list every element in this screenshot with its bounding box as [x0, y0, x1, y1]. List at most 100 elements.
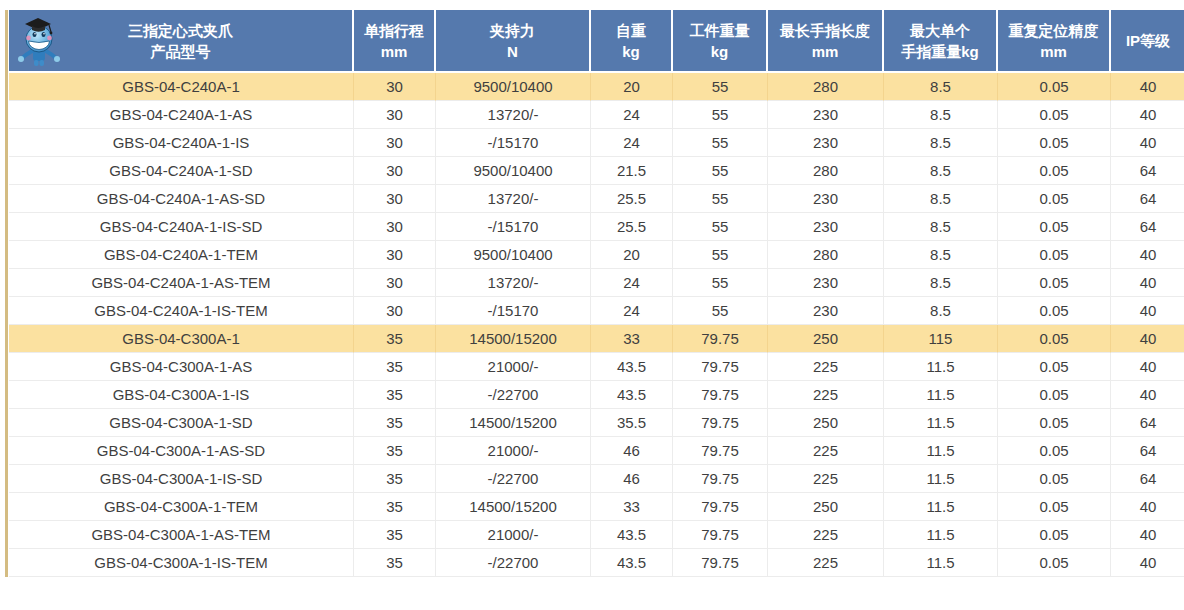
- table-row[interactable]: GBS-04-C300A-1-IS-SD35-/227004679.752251…: [9, 465, 1184, 493]
- cell-model: GBS-04-C240A-1-TEM: [9, 241, 354, 269]
- table-row[interactable]: GBS-04-C300A-1-AS-SD3521000/-4679.752251…: [9, 437, 1184, 465]
- cell-max_single_finger_weight_kg: 8.5: [884, 213, 998, 241]
- cell-workpiece_weight_kg: 79.75: [673, 325, 768, 353]
- header-cell-self-weight: 自重 kg: [591, 10, 673, 73]
- table-row[interactable]: GBS-04-C240A-1-IS30-/1517024552308.50.05…: [9, 129, 1184, 157]
- table-row[interactable]: GBS-04-C300A-1-IS35-/2270043.579.7522511…: [9, 381, 1184, 409]
- cell-ip_rating: 40: [1111, 353, 1184, 381]
- cell-max_finger_length_mm: 280: [768, 157, 884, 185]
- cell-self_weight_kg: 21.5: [591, 157, 673, 185]
- header-label-line: 三指定心式夹爪: [11, 20, 350, 41]
- cell-max_single_finger_weight_kg: 8.5: [884, 129, 998, 157]
- cell-max_single_finger_weight_kg: 8.5: [884, 157, 998, 185]
- cell-max_finger_length_mm: 250: [768, 325, 884, 353]
- cell-ip_rating: 40: [1111, 73, 1184, 101]
- cell-self_weight_kg: 43.5: [591, 381, 673, 409]
- header-label-line: mm: [1000, 41, 1107, 62]
- cell-repeat_accuracy_mm: 0.05: [998, 409, 1111, 437]
- header-label-line: kg: [675, 41, 764, 62]
- cell-max_finger_length_mm: 230: [768, 185, 884, 213]
- cell-stroke_mm: 35: [354, 549, 436, 577]
- cell-repeat_accuracy_mm: 0.05: [998, 241, 1111, 269]
- cell-max_finger_length_mm: 280: [768, 73, 884, 101]
- cell-self_weight_kg: 20: [591, 73, 673, 101]
- table-row[interactable]: GBS-04-C300A-1-TEM3514500/152003379.7525…: [9, 493, 1184, 521]
- cell-force_n: -/22700: [436, 465, 591, 493]
- cell-self_weight_kg: 20: [591, 241, 673, 269]
- table-row[interactable]: GBS-04-C300A-1-SD3514500/1520035.579.752…: [9, 409, 1184, 437]
- cell-self_weight_kg: 43.5: [591, 353, 673, 381]
- header-cell-workpiece-weight: 工件重量 kg: [673, 10, 768, 73]
- header-label-line: 单指行程: [356, 20, 432, 41]
- cell-repeat_accuracy_mm: 0.05: [998, 437, 1111, 465]
- cell-model: GBS-04-C300A-1: [9, 325, 354, 353]
- cell-repeat_accuracy_mm: 0.05: [998, 353, 1111, 381]
- cell-stroke_mm: 30: [354, 297, 436, 325]
- header-label-line: 夹持力: [438, 20, 587, 41]
- table-row[interactable]: GBS-04-C240A-1-AS3013720/-24552308.50.05…: [9, 101, 1184, 129]
- table-row[interactable]: GBS-04-C300A-1-AS3521000/-43.579.7522511…: [9, 353, 1184, 381]
- table-row[interactable]: GBS-04-C240A-1-AS-SD3013720/-25.5552308.…: [9, 185, 1184, 213]
- cell-stroke_mm: 35: [354, 437, 436, 465]
- cell-max_single_finger_weight_kg: 11.5: [884, 409, 998, 437]
- cell-ip_rating: 64: [1111, 437, 1184, 465]
- cell-model: GBS-04-C240A-1-AS-TEM: [9, 269, 354, 297]
- cell-workpiece_weight_kg: 79.75: [673, 493, 768, 521]
- cell-max_finger_length_mm: 230: [768, 213, 884, 241]
- cell-stroke_mm: 35: [354, 465, 436, 493]
- cell-ip_rating: 40: [1111, 381, 1184, 409]
- cell-force_n: 14500/15200: [436, 325, 591, 353]
- cell-stroke_mm: 30: [354, 213, 436, 241]
- table-row[interactable]: GBS-04-C240A-1309500/1040020552808.50.05…: [9, 73, 1184, 101]
- cell-model: GBS-04-C240A-1-IS-TEM: [9, 297, 354, 325]
- cell-model: GBS-04-C300A-1-TEM: [9, 493, 354, 521]
- cell-model: GBS-04-C240A-1-IS-SD: [9, 213, 354, 241]
- table-row[interactable]: GBS-04-C240A-1-SD309500/1040021.5552808.…: [9, 157, 1184, 185]
- cell-max_single_finger_weight_kg: 8.5: [884, 185, 998, 213]
- cell-force_n: 21000/-: [436, 521, 591, 549]
- table-row[interactable]: GBS-04-C240A-1-TEM309500/1040020552808.5…: [9, 241, 1184, 269]
- table-row[interactable]: GBS-04-C300A-13514500/152003379.75250115…: [9, 325, 1184, 353]
- cell-max_finger_length_mm: 225: [768, 381, 884, 409]
- cell-force_n: -/22700: [436, 381, 591, 409]
- cell-ip_rating: 64: [1111, 213, 1184, 241]
- cell-workpiece_weight_kg: 79.75: [673, 465, 768, 493]
- table-row[interactable]: GBS-04-C300A-1-IS-TEM35-/2270043.579.752…: [9, 549, 1184, 577]
- cell-max_finger_length_mm: 230: [768, 297, 884, 325]
- cell-max_finger_length_mm: 225: [768, 353, 884, 381]
- cell-stroke_mm: 30: [354, 269, 436, 297]
- header-label-line: 自重: [593, 20, 669, 41]
- cell-self_weight_kg: 25.5: [591, 185, 673, 213]
- table-row[interactable]: GBS-04-C240A-1-IS-SD30-/1517025.5552308.…: [9, 213, 1184, 241]
- cell-stroke_mm: 30: [354, 241, 436, 269]
- cell-self_weight_kg: 43.5: [591, 521, 673, 549]
- cell-ip_rating: 40: [1111, 549, 1184, 577]
- table-row[interactable]: GBS-04-C240A-1-AS-TEM3013720/-24552308.5…: [9, 269, 1184, 297]
- cell-force_n: 9500/10400: [436, 241, 591, 269]
- header-cell-ip-rating: IP等级: [1111, 10, 1184, 73]
- cell-repeat_accuracy_mm: 0.05: [998, 157, 1111, 185]
- cell-stroke_mm: 30: [354, 157, 436, 185]
- cell-workpiece_weight_kg: 55: [673, 73, 768, 101]
- product-spec-table: 三指定心式夹爪 产品型号 单指行程 mm 夹持力 N: [9, 10, 1184, 577]
- header-row: 三指定心式夹爪 产品型号 单指行程 mm 夹持力 N: [9, 10, 1184, 73]
- table-row[interactable]: GBS-04-C300A-1-AS-TEM3521000/-43.579.752…: [9, 521, 1184, 549]
- cell-workpiece_weight_kg: 79.75: [673, 353, 768, 381]
- cell-repeat_accuracy_mm: 0.05: [998, 269, 1111, 297]
- cell-ip_rating: 40: [1111, 129, 1184, 157]
- cell-stroke_mm: 35: [354, 409, 436, 437]
- cell-repeat_accuracy_mm: 0.05: [998, 297, 1111, 325]
- cell-self_weight_kg: 24: [591, 269, 673, 297]
- cell-force_n: -/15170: [436, 297, 591, 325]
- cell-stroke_mm: 30: [354, 129, 436, 157]
- table-row[interactable]: GBS-04-C240A-1-IS-TEM30-/1517024552308.5…: [9, 297, 1184, 325]
- cell-self_weight_kg: 46: [591, 437, 673, 465]
- header-cell-stroke: 单指行程 mm: [354, 10, 436, 73]
- mascot-robot-icon: [17, 17, 61, 67]
- cell-ip_rating: 40: [1111, 269, 1184, 297]
- cell-ip_rating: 40: [1111, 325, 1184, 353]
- cell-workpiece_weight_kg: 55: [673, 241, 768, 269]
- cell-max_finger_length_mm: 230: [768, 269, 884, 297]
- cell-model: GBS-04-C300A-1-IS-TEM: [9, 549, 354, 577]
- cell-workpiece_weight_kg: 79.75: [673, 549, 768, 577]
